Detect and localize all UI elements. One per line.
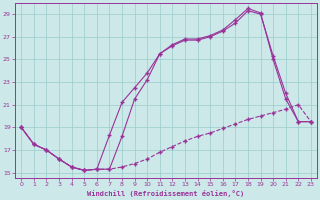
X-axis label: Windchill (Refroidissement éolien,°C): Windchill (Refroidissement éolien,°C) bbox=[87, 190, 245, 197]
